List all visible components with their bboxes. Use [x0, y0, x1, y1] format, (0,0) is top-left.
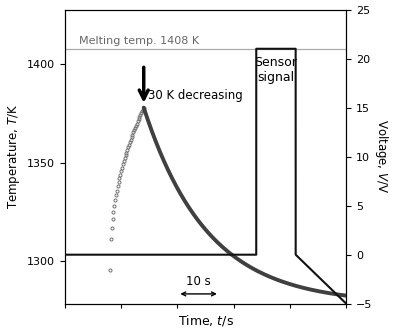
Text: 30 K decreasing: 30 K decreasing [148, 89, 243, 102]
Y-axis label: Temperature, $T$/K: Temperature, $T$/K [6, 104, 21, 209]
Text: Sensor
signal: Sensor signal [255, 56, 297, 85]
Text: 10 s: 10 s [186, 275, 211, 288]
Text: Melting temp. 1408 K: Melting temp. 1408 K [79, 36, 199, 46]
X-axis label: Time, $t$/s: Time, $t$/s [178, 313, 234, 328]
Y-axis label: Voltage, $V$/V: Voltage, $V$/V [373, 120, 390, 194]
